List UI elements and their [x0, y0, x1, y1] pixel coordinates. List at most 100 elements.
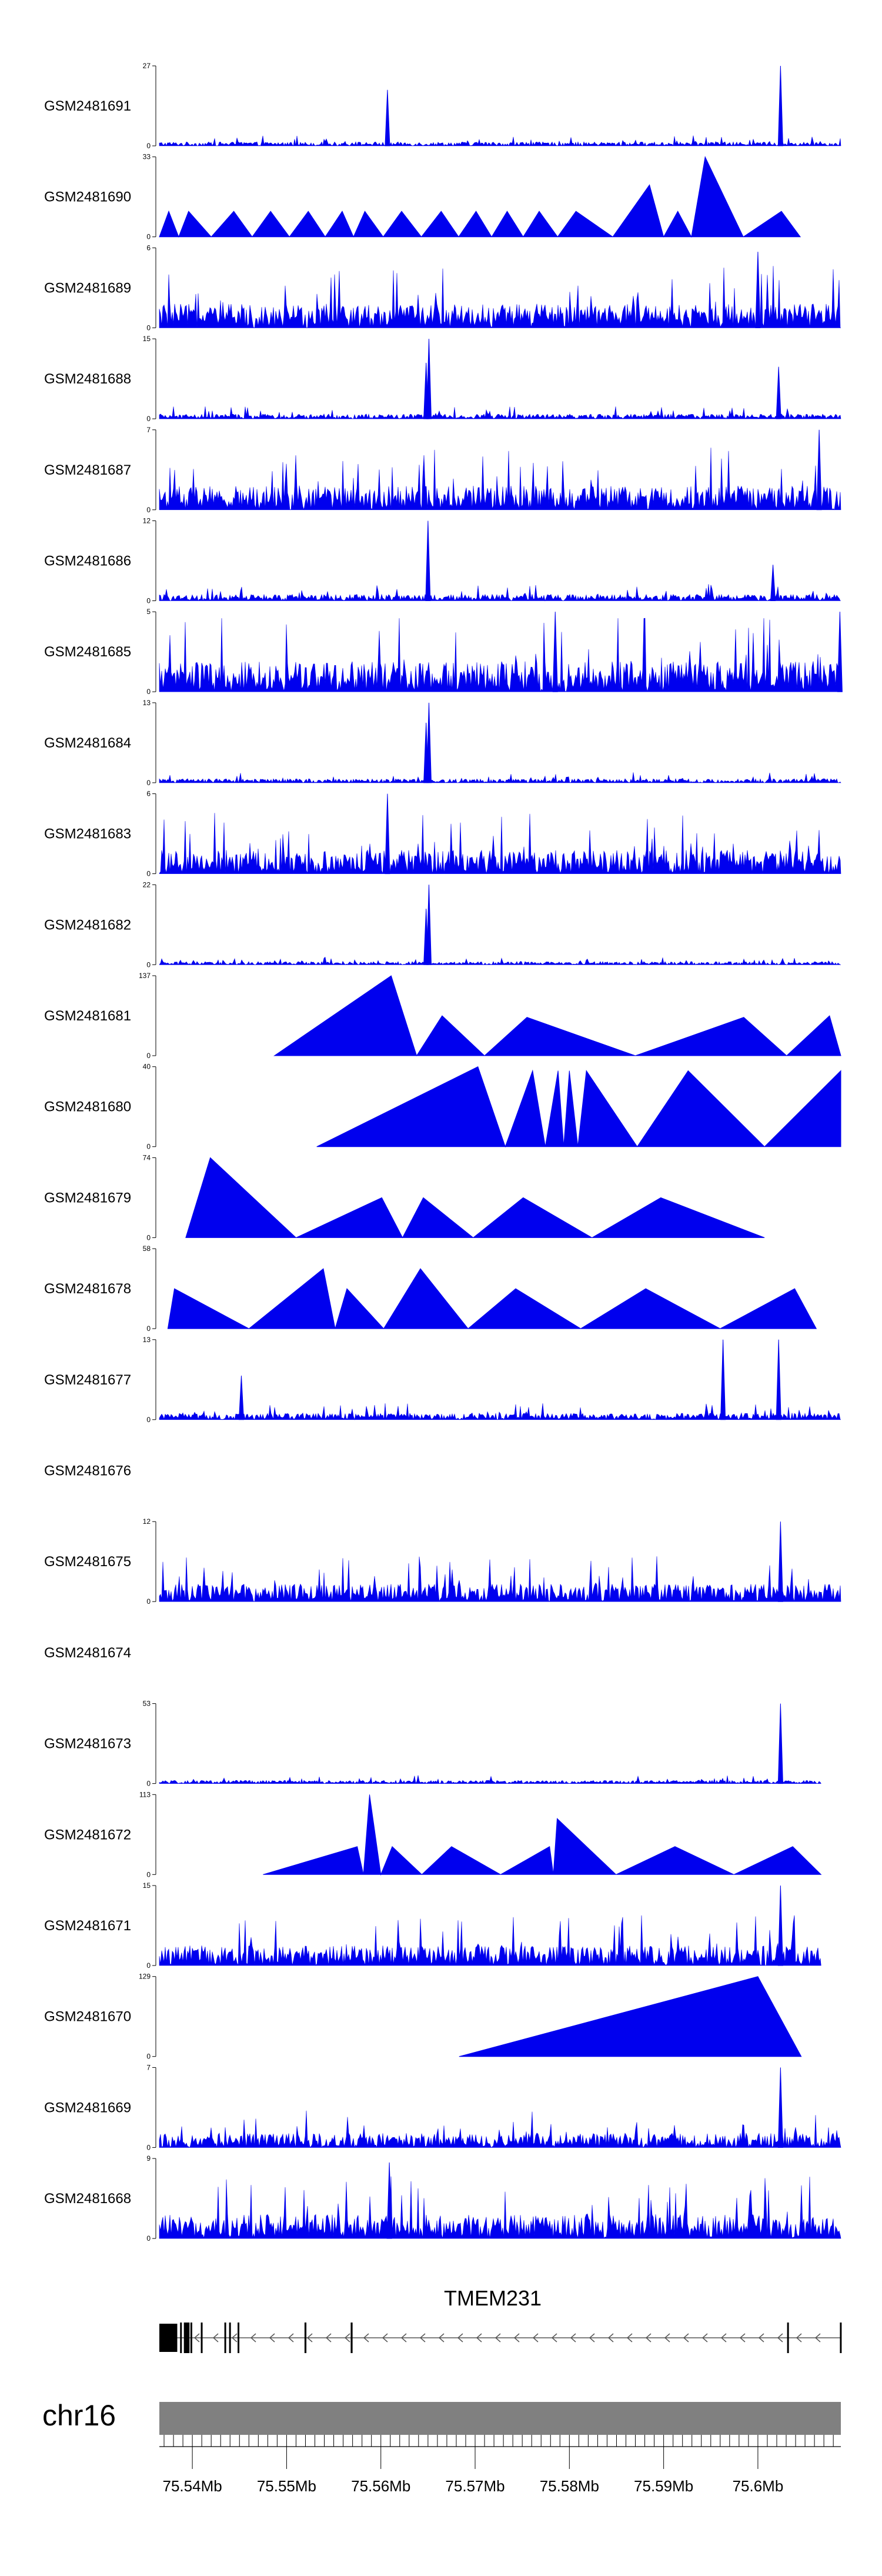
track-GSM2481681: GSM2481681 137 0 [44, 972, 841, 1060]
coverage-peak [816, 429, 822, 510]
y-max-label: 12 [143, 1517, 151, 1526]
track-label: GSM2481684 [44, 735, 131, 751]
track-label: GSM2481673 [44, 1736, 131, 1752]
coverage-area [316, 1066, 841, 1148]
y-zero-label: 0 [146, 142, 151, 150]
coverage-peak [385, 793, 390, 875]
coverage-area [459, 1976, 802, 2057]
y-max-label: 137 [139, 972, 151, 980]
coverage-area [159, 1775, 821, 1784]
coverage-area [159, 406, 841, 420]
strand-arrow [306, 2333, 313, 2343]
strand-arrow [419, 2333, 426, 2343]
strand-arrow [551, 2333, 557, 2343]
y-zero-label: 0 [146, 323, 151, 332]
strand-arrow [720, 2333, 727, 2343]
track-GSM2481668: GSM2481668 9 0 [44, 2154, 841, 2243]
x-tick-label: 75.59Mb [634, 2477, 693, 2495]
track-GSM2481677: GSM2481677 13 0 [44, 1336, 841, 1424]
strand-arrow [250, 2333, 256, 2343]
coverage-area [185, 1157, 765, 1239]
track-label: GSM2481683 [44, 826, 131, 842]
coverage-peak [837, 612, 843, 692]
y-zero-label: 0 [146, 1597, 151, 1606]
coverage-area [159, 156, 801, 238]
y-zero-label: 0 [146, 2143, 151, 2151]
y-zero-label: 0 [146, 688, 151, 696]
y-max-label: 9 [146, 2154, 151, 2163]
strand-arrow [400, 2333, 407, 2343]
coverage-area [159, 772, 841, 783]
track-label: GSM2481687 [44, 462, 131, 478]
coverage-area [263, 1794, 822, 1876]
y-zero-label: 0 [146, 1961, 151, 1970]
y-max-label: 15 [143, 335, 151, 343]
strand-arrow [814, 2333, 821, 2343]
y-zero-label: 0 [146, 1780, 151, 1788]
track-label: GSM2481689 [44, 280, 131, 296]
y-max-label: 13 [143, 699, 151, 707]
x-tick-label: 75.6Mb [733, 2477, 784, 2495]
coverage-area [159, 813, 841, 875]
track-GSM2481685: GSM2481685 5 0 [44, 608, 843, 696]
gene-model-track: TMEM231 [159, 2286, 842, 2353]
y-zero-label: 0 [146, 1052, 151, 1060]
coverage-peak [386, 2162, 392, 2239]
gene-exon [180, 2323, 182, 2353]
chromosome-ideogram [159, 2402, 841, 2435]
track-label: GSM2481691 [44, 98, 131, 114]
coverage-peak [770, 565, 776, 601]
y-max-label: 53 [143, 1700, 151, 1708]
track-GSM2481679: GSM2481679 74 0 [44, 1153, 765, 1242]
gene-exon [229, 2323, 231, 2353]
gene-exon [787, 2323, 789, 2353]
strand-arrow [382, 2333, 388, 2343]
coverage-peak [423, 722, 429, 783]
x-tick-label: 75.58Mb [540, 2477, 599, 2495]
y-max-label: 113 [139, 1790, 151, 1798]
track-label: GSM2481681 [44, 1008, 131, 1024]
coverage-peak [552, 612, 558, 692]
strand-arrow [739, 2333, 746, 2343]
coverage-peak [423, 362, 429, 419]
chromosome-axis-track: chr16 75.54Mb 75.55Mb 75.56Mb 75.57Mb 75.58M… [42, 2399, 841, 2495]
coverage-peak [238, 1375, 244, 1420]
track-GSM2481670: GSM2481670 129 0 [44, 1973, 802, 2061]
coverage-peak [423, 909, 429, 965]
track-GSM2481688: GSM2481688 15 0 [44, 335, 841, 423]
strand-arrow [193, 2333, 200, 2343]
track-GSM2481691: GSM2481691 27 0 [44, 62, 841, 150]
track-label: GSM2481677 [44, 1372, 131, 1388]
coverage-area [159, 956, 841, 966]
y-max-label: 58 [143, 1244, 151, 1253]
coverage-tracks: GSM2481691270GSM2481690330GSM248168960GS… [44, 62, 843, 2243]
y-max-label: 13 [143, 1336, 151, 1344]
strand-arrow [363, 2333, 369, 2343]
track-label: GSM2481675 [44, 1554, 131, 1570]
coverage-peak [385, 89, 390, 146]
strand-arrow [457, 2333, 463, 2343]
y-zero-label: 0 [146, 415, 151, 423]
y-max-label: 74 [143, 1153, 151, 1162]
track-label: GSM2481670 [44, 2009, 131, 2025]
gene-exon [304, 2323, 307, 2353]
strand-arrow [683, 2333, 689, 2343]
y-max-label: 15 [143, 1881, 151, 1890]
coverage-area [167, 1268, 817, 1329]
strand-arrow [758, 2333, 764, 2343]
track-label: GSM2481688 [44, 371, 131, 387]
y-max-label: 33 [143, 153, 151, 161]
y-zero-label: 0 [146, 506, 151, 514]
coverage-peak [777, 1885, 783, 1966]
strand-arrow [796, 2333, 802, 2343]
coverage-area [159, 135, 841, 147]
strand-arrow [212, 2333, 219, 2343]
track-GSM2481689: GSM2481689 6 0 [44, 243, 841, 332]
y-zero-label: 0 [146, 2234, 151, 2243]
track-GSM2481673: GSM2481673 53 0 [44, 1700, 821, 1788]
gene-exon [840, 2323, 842, 2353]
y-max-label: 27 [143, 62, 151, 70]
coverage-area [159, 1915, 821, 1966]
coverage-peak [425, 520, 431, 601]
coverage-peak [755, 252, 761, 328]
